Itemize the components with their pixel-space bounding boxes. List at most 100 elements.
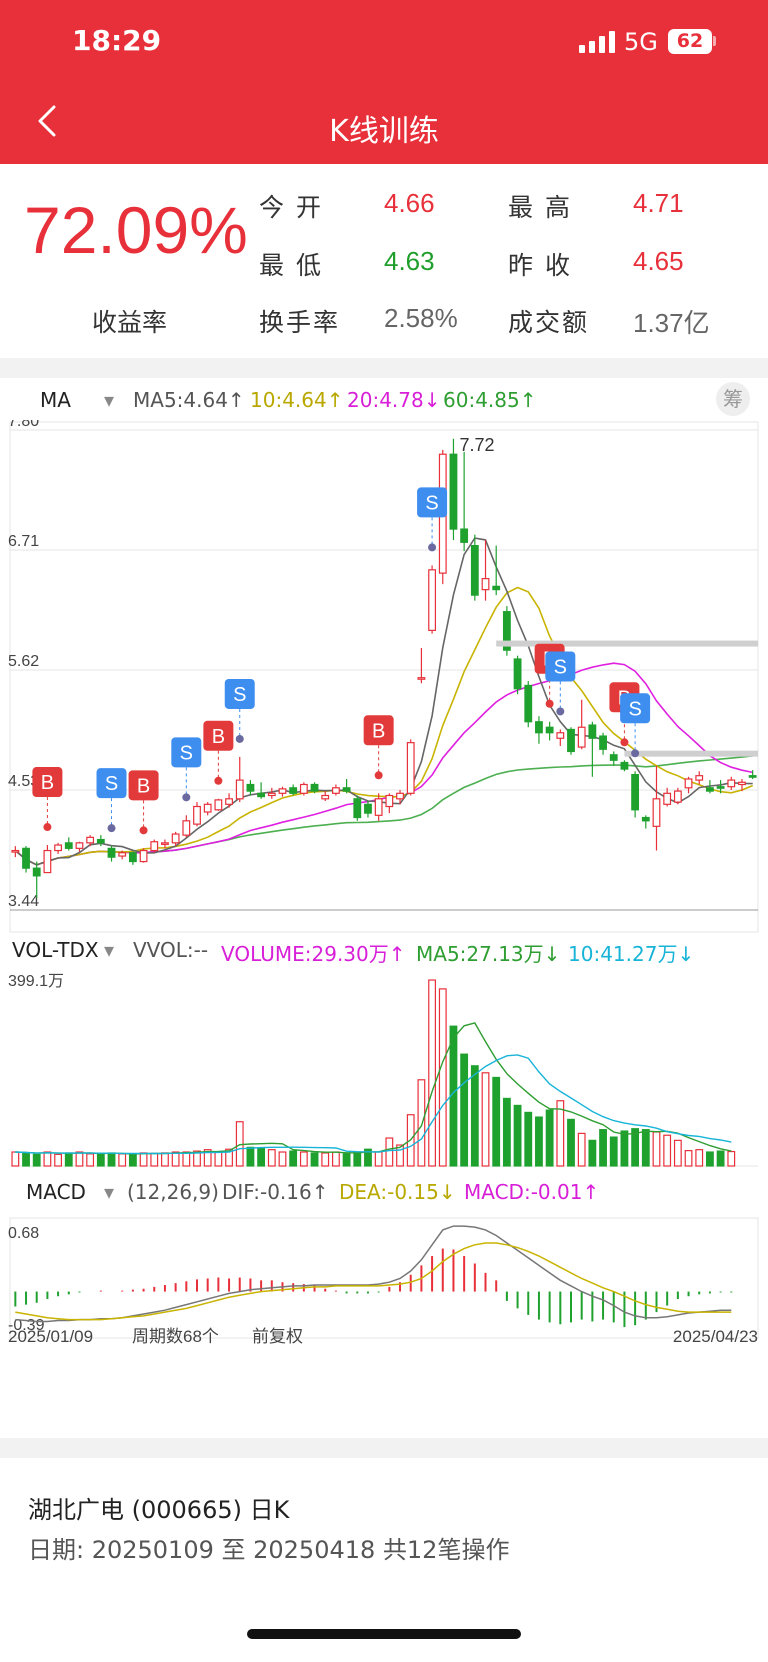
- candle-body: [567, 728, 575, 753]
- candle-body: [460, 528, 469, 543]
- candle-body: [631, 773, 640, 811]
- trade-point: [43, 823, 52, 832]
- candle-body: [684, 778, 693, 789]
- candle-body: [406, 742, 415, 794]
- high-label: 最 高: [508, 193, 572, 222]
- section-divider-2: [0, 1438, 768, 1458]
- volume-bar: [118, 1153, 127, 1167]
- trade-tag-label: B: [212, 726, 225, 748]
- candle-body: [342, 787, 351, 792]
- candle-body: [588, 724, 597, 739]
- turnover-value: 2.58%: [384, 303, 458, 333]
- candle-body: [86, 836, 95, 844]
- volume-bar: [128, 1153, 137, 1167]
- volume-bar: [310, 1152, 319, 1167]
- trade-point: [556, 707, 565, 716]
- trade-point: [374, 771, 383, 780]
- return-label: 收益率: [92, 308, 168, 337]
- candle-body: [556, 732, 565, 739]
- volume-bar: [289, 1150, 298, 1167]
- ma-dropdown-icon[interactable]: ▾: [104, 388, 115, 412]
- macd-y-max-label: 0.68: [8, 1225, 39, 1242]
- volume-bar: [107, 1152, 116, 1167]
- candle-body: [299, 783, 308, 794]
- date-range: 日期: 20250109 至 20250418 共12笔操作: [28, 1536, 510, 1564]
- trade-point: [428, 543, 437, 552]
- volume-bar: [86, 1153, 95, 1167]
- section-divider: [0, 358, 768, 378]
- candle-body: [246, 783, 255, 792]
- volume-bar: [577, 1132, 586, 1167]
- volume-bar: [727, 1150, 736, 1167]
- volume-bar: [417, 1079, 426, 1167]
- dea-readout: DEA:-0.15↓: [339, 1180, 456, 1204]
- vol-dropdown-icon[interactable]: ▾: [104, 938, 115, 962]
- candle-body: [75, 842, 84, 849]
- candle-body: [321, 794, 330, 800]
- candle-body: [203, 803, 212, 813]
- candle-body: [139, 849, 148, 863]
- candle-body: [481, 578, 490, 591]
- prev-close-label: 昨 收: [508, 251, 572, 280]
- candle-body: [641, 816, 650, 822]
- back-icon[interactable]: [36, 104, 58, 138]
- macd-readout: MACD:-0.01↑: [464, 1180, 600, 1204]
- candle-body: [748, 775, 757, 778]
- candle-body: [364, 803, 372, 814]
- period-count-label: 周期数68个: [132, 1327, 219, 1346]
- ma5-readout: MA5:4.64↑: [133, 388, 245, 412]
- y-tick-label: 3.44: [8, 893, 39, 910]
- ma10-line: [14, 586, 754, 866]
- candle-body: [449, 453, 458, 530]
- volume-bar: [332, 1151, 340, 1167]
- sell-tag: [96, 768, 127, 799]
- candle-body: [225, 798, 233, 805]
- macd-dropdown-icon[interactable]: ▾: [104, 1180, 115, 1204]
- volume-bar: [257, 1147, 266, 1167]
- x-end-label: 2025/04/23: [673, 1327, 758, 1346]
- volume-bar: [161, 1152, 169, 1167]
- trade-point: [631, 749, 640, 758]
- volume-bar: [641, 1129, 650, 1167]
- ma-indicator-name[interactable]: MA: [40, 388, 71, 412]
- candle-body: [513, 658, 522, 690]
- status-bar: 18:29 5G 62: [0, 0, 768, 86]
- volume-bar: [246, 1146, 255, 1167]
- candle-body: [310, 783, 319, 792]
- level-band: [624, 750, 758, 757]
- candle-body: [214, 799, 223, 811]
- candle-body: [332, 787, 340, 794]
- volume-readout: VOLUME:29.30万↑: [221, 942, 406, 966]
- volume-bar: [716, 1150, 725, 1167]
- dif-readout: DIF:-0.16↑: [222, 1180, 329, 1204]
- volume-bar: [599, 1129, 607, 1167]
- volume-bar: [364, 1148, 372, 1167]
- volume-bar: [11, 1151, 20, 1167]
- trade-tag-label: B: [137, 775, 150, 797]
- candle-body: [599, 735, 607, 750]
- candle-body: [289, 787, 298, 794]
- ma10-readout: 10:4.64↑: [250, 388, 344, 412]
- volume-bar: [321, 1152, 330, 1167]
- kline-chart[interactable]: 7.806.715.624.533.447.72BSBSBSBSBSBS399.…: [0, 420, 768, 1435]
- volume-bar: [609, 1136, 618, 1167]
- candle-body: [492, 585, 501, 591]
- volume-bar: [139, 1152, 148, 1167]
- volume-bar: [75, 1151, 84, 1167]
- trade-tag-label: B: [372, 720, 385, 742]
- chip-distribution-button[interactable]: 筹: [716, 382, 750, 416]
- candle-body: [235, 779, 244, 800]
- candle-body: [652, 798, 661, 827]
- stock-title: 湖北广电 (000665) 日K: [28, 1496, 290, 1524]
- candle-body: [545, 726, 554, 734]
- trade-point: [182, 793, 191, 802]
- status-time: 18:29: [72, 24, 162, 57]
- candle-body: [673, 790, 682, 803]
- vol-ma5-line: [15, 1022, 732, 1155]
- level-band: [496, 640, 758, 647]
- candle-body: [118, 852, 127, 857]
- volume-bar: [620, 1130, 629, 1167]
- vol-indicator-name[interactable]: VOL-TDX: [12, 938, 99, 962]
- ma5-line: [14, 537, 753, 866]
- macd-indicator-name[interactable]: MACD: [26, 1180, 86, 1204]
